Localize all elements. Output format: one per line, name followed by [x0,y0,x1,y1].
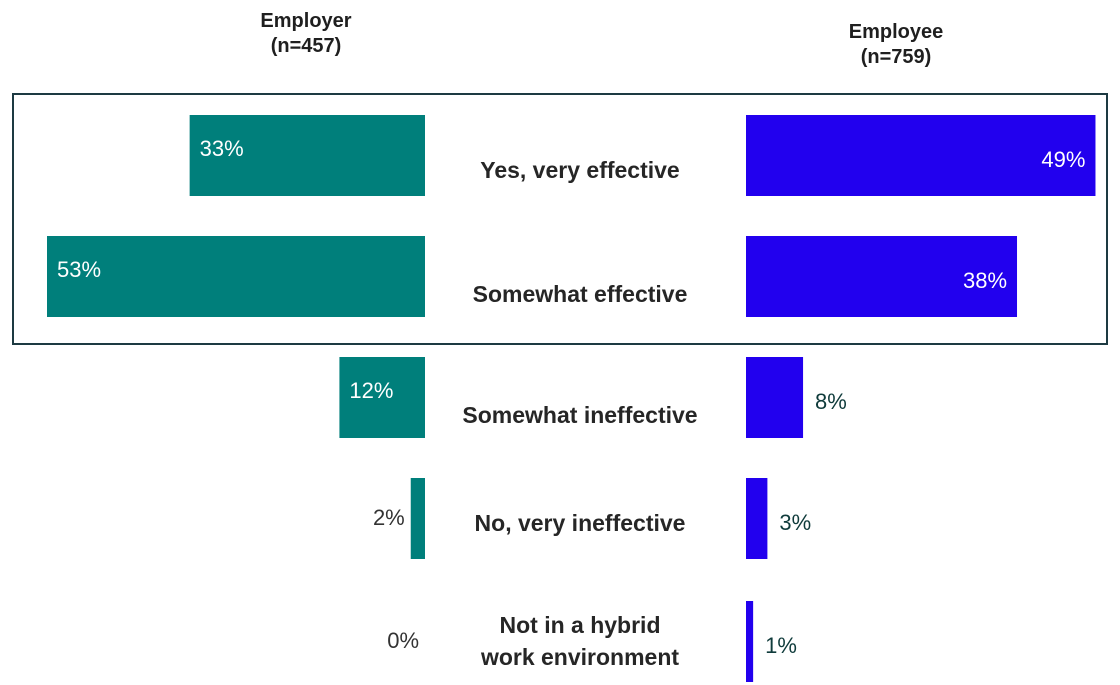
employer-header-line: Employer [260,10,351,32]
employee-value-label: 49% [1041,147,1085,172]
employee-bar [746,236,1018,317]
employer-bar [189,115,425,196]
category-label: No, very ineffective [475,510,686,536]
employer-bar [47,236,425,317]
employee-value-label: 8% [815,389,847,414]
employer-value-label: 33% [200,136,244,161]
category-label: Not in a hybrid [500,612,661,638]
employer-value-label: 2% [373,505,405,530]
employer-header-line: (n=457) [271,35,342,57]
employee-value-label: 1% [765,633,797,658]
employee-header-line: Employee [849,21,943,43]
employer-value-label: 0% [387,628,419,653]
highlight-box [12,93,1108,345]
employee-bar [746,357,804,438]
employee-header-line: (n=759) [861,46,932,68]
employer-value-label: 12% [349,378,393,403]
category-label: work environment [480,644,679,670]
employer-bar [410,478,425,559]
employer-value-label: 53% [57,257,101,282]
category-label: Somewhat effective [473,281,688,307]
employee-bar [746,115,1096,196]
employee-value-label: 3% [779,510,811,535]
category-label: Somewhat ineffective [462,402,697,428]
employee-bar [746,478,768,559]
category-label: Yes, very effective [480,157,679,183]
employer-bar [339,357,425,438]
employee-value-label: 38% [963,268,1007,293]
employee-bar [746,601,754,682]
